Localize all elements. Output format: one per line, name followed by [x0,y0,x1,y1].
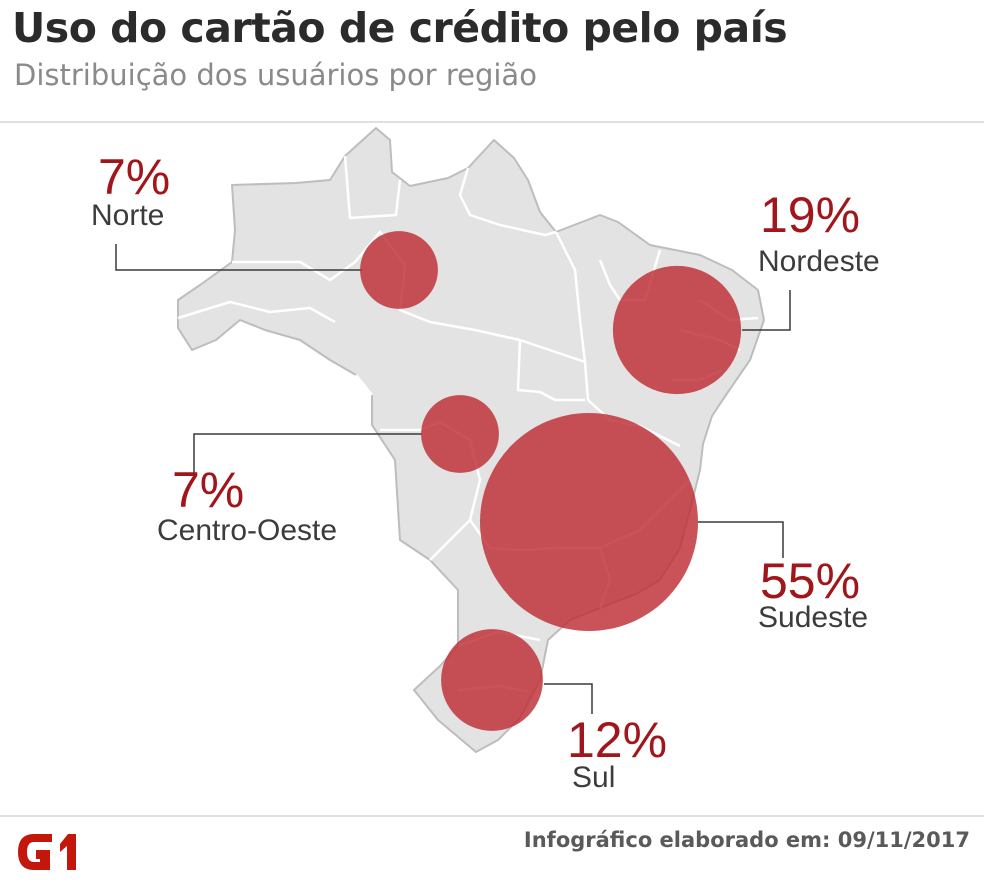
label-sul-percent: 12% [567,712,668,768]
label-sudeste-name: Sudeste [758,601,869,634]
page-subtitle: Distribuição dos usuários por região [14,58,537,92]
label-centro-oeste-name: Centro-Oeste [157,514,338,547]
g1-logo-icon [18,834,76,870]
bubble-centro-oeste [421,395,499,473]
page-title: Uso do cartão de crédito pelo país [12,4,788,52]
bubble-sudeste [480,413,698,631]
bubble-sul [441,629,543,731]
label-sul-name: Sul [572,761,616,794]
footer-credit: Infográfico elaborado em: 09/11/2017 [523,828,970,852]
label-nordeste-percent: 19% [760,187,861,243]
leader-lines [115,244,791,714]
leader-sul [544,683,593,714]
label-centro-oeste-percent: 7% [172,462,245,518]
label-nordeste-name: Nordeste [758,245,880,278]
header-divider [0,121,984,123]
leader-centro-oeste [193,433,422,476]
label-norte-percent: 7% [98,149,171,205]
bubble-layer [360,231,742,731]
bubble-nordeste [612,265,742,395]
leader-norte [115,244,362,271]
footer-divider [0,815,984,817]
leader-sudeste [698,521,784,558]
label-norte-name: Norte [91,199,165,232]
leader-nordeste [742,290,791,331]
label-sudeste-percent: 55% [760,553,861,609]
bubble-norte [360,231,438,309]
